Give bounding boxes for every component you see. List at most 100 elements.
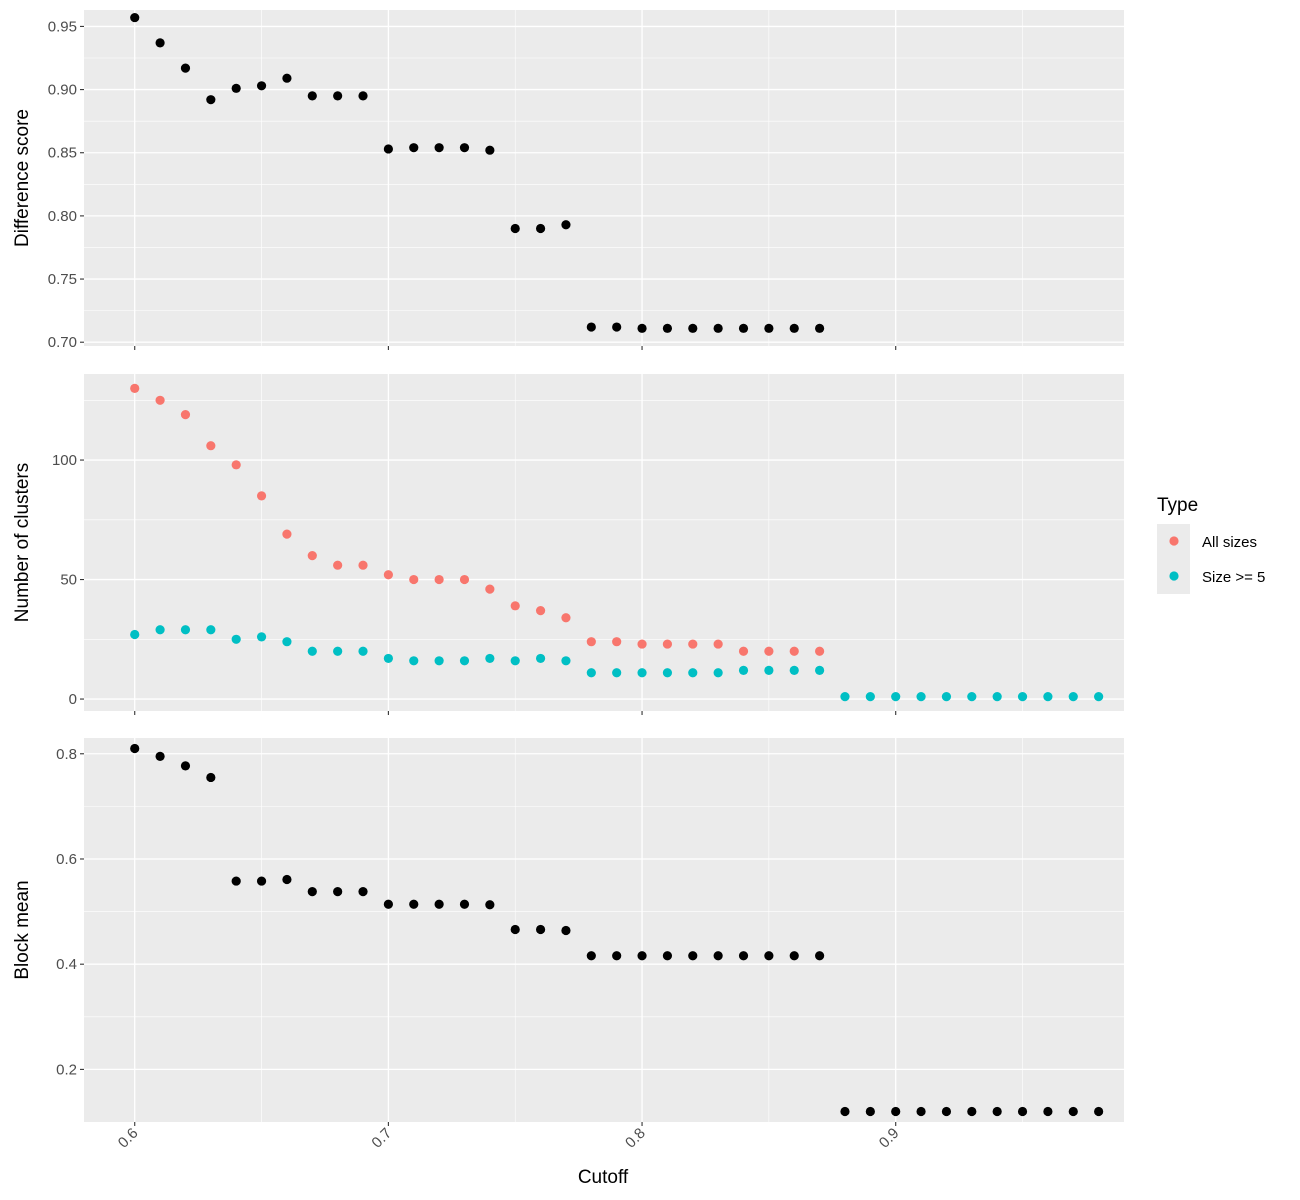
- data-point: [865, 692, 875, 702]
- panel-1: 0.70 0.75 0.80 0.85 0.90 0.95 Difference score: [12, 10, 1124, 351]
- data-point: [485, 900, 495, 910]
- data-point: [180, 63, 191, 73]
- data-point: [535, 606, 546, 616]
- data-point: [612, 637, 622, 647]
- data-point: [586, 322, 596, 332]
- data-point: [307, 91, 317, 101]
- data-point: [1017, 692, 1028, 702]
- data-point: [1068, 1106, 1078, 1117]
- legend: Type All sizes Size >= 5: [1157, 495, 1265, 594]
- data-point: [764, 646, 774, 656]
- data-point: [1043, 692, 1053, 702]
- series-1: [130, 743, 1104, 1117]
- y-tick-label: 0: [69, 691, 77, 708]
- data-point: [662, 668, 673, 678]
- data-point: [586, 637, 596, 647]
- data-point: [180, 410, 191, 420]
- data-point: [333, 887, 343, 897]
- data-point: [130, 629, 140, 640]
- y-tick-label: 0.8: [56, 746, 77, 763]
- data-point: [510, 601, 520, 611]
- data-point: [459, 143, 470, 153]
- data-point: [992, 692, 1002, 702]
- data-point: [612, 668, 622, 678]
- data-point: [409, 656, 419, 666]
- data-point: [434, 143, 444, 153]
- data-point: [180, 625, 191, 635]
- data-point: [130, 743, 140, 754]
- y-tick-label: 50: [60, 572, 77, 589]
- data-point: [307, 887, 317, 897]
- data-point: [1017, 1106, 1028, 1117]
- data-point: [815, 323, 825, 333]
- y-tick-label: 0.70: [48, 334, 77, 351]
- data-point: [561, 656, 571, 666]
- data-point: [789, 665, 799, 675]
- data-point: [865, 1106, 875, 1117]
- data-point: [815, 951, 825, 961]
- y-tick-label: 0.90: [48, 82, 77, 99]
- series-1: [130, 12, 825, 333]
- data-point: [789, 323, 799, 333]
- data-point: [282, 874, 292, 885]
- data-point: [967, 692, 977, 702]
- data-point: [840, 1106, 850, 1117]
- data-point: [459, 656, 470, 666]
- y-axis-title: Number of clusters: [12, 463, 33, 622]
- data-point: [815, 646, 825, 656]
- data-point: [256, 491, 267, 501]
- data-point: [713, 668, 723, 678]
- data-point: [485, 584, 495, 594]
- data-point: [383, 899, 393, 909]
- x-axis-title: Cutoff: [578, 1167, 629, 1188]
- data-point: [206, 95, 216, 105]
- data-point: [535, 223, 546, 234]
- data-point: [333, 646, 343, 656]
- data-point: [358, 887, 368, 897]
- data-point: [434, 656, 444, 666]
- data-point: [307, 646, 317, 656]
- data-point: [383, 653, 393, 664]
- y-axis-title: Block mean: [12, 880, 33, 979]
- data-point: [510, 924, 520, 935]
- data-point: [840, 692, 850, 702]
- data-point: [409, 574, 419, 585]
- data-point: [612, 322, 622, 332]
- data-point: [561, 613, 571, 623]
- y-tick-label: 0.80: [48, 208, 77, 225]
- data-point: [535, 924, 546, 935]
- data-point: [586, 668, 596, 678]
- x-tick-label: 0.7: [368, 1125, 395, 1152]
- data-point: [738, 646, 749, 656]
- data-point: [307, 551, 317, 561]
- data-point: [510, 656, 520, 666]
- data-point: [586, 951, 596, 961]
- data-point: [282, 73, 292, 83]
- data-point: [510, 223, 520, 234]
- data-point: [941, 692, 952, 702]
- data-point: [738, 665, 749, 675]
- data-point: [713, 323, 723, 333]
- panel-background: [84, 374, 1124, 711]
- series-1: [130, 383, 825, 656]
- data-point: [637, 951, 647, 961]
- data-point: [713, 639, 723, 649]
- data-point: [231, 634, 241, 644]
- data-point: [409, 899, 419, 909]
- data-point: [637, 639, 647, 649]
- series-2: [130, 625, 1104, 702]
- data-point: [383, 570, 393, 580]
- legend-key-background: [1157, 524, 1190, 594]
- y-axis-title: Difference score: [12, 109, 33, 247]
- data-point: [358, 91, 368, 101]
- data-point: [231, 460, 241, 470]
- data-point: [891, 692, 901, 702]
- data-point: [535, 653, 546, 664]
- legend-key-size-ge-5: [1169, 571, 1179, 581]
- data-point: [358, 646, 368, 656]
- data-point: [459, 899, 470, 909]
- data-point: [434, 574, 444, 585]
- data-point: [688, 639, 698, 649]
- data-point: [130, 12, 140, 23]
